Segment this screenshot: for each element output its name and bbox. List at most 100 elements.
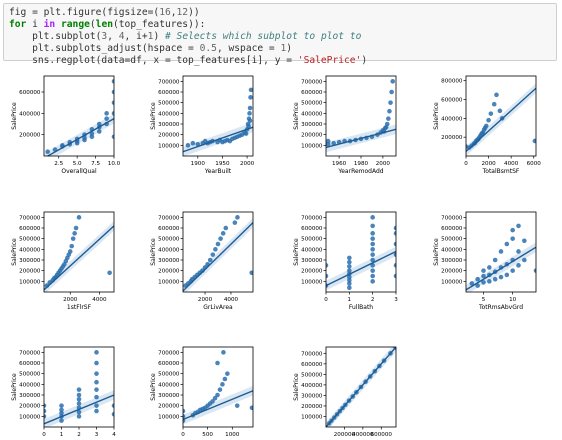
scatter-point	[76, 414, 82, 419]
scatter-point	[72, 231, 77, 236]
y-axis-label: SalePrice	[433, 102, 440, 130]
code-line: sns.regplot(data=df, x = top_features[i]…	[9, 55, 551, 67]
y-tick-label: 400000	[441, 247, 463, 253]
y-tick-label: 500000	[301, 372, 323, 378]
y-tick-label: 700000	[301, 79, 323, 85]
scatter-point	[235, 215, 240, 220]
scatter-point	[104, 116, 109, 121]
scatter-point	[183, 408, 186, 414]
y-tick-label: 500000	[158, 372, 180, 378]
scatter-point	[347, 264, 352, 269]
scatter-point	[331, 140, 336, 146]
code-token: , wspace =	[216, 43, 281, 54]
y-tick-label: 400000	[301, 383, 323, 389]
code-token: len	[95, 19, 113, 30]
x-tick-label: 1	[60, 432, 64, 438]
axes-frame	[465, 75, 537, 157]
x-tick-label: 400000	[352, 432, 374, 438]
x-tick-label: 2000	[481, 161, 496, 167]
scatter-point	[45, 149, 50, 155]
scatter-point	[386, 116, 391, 121]
scatter-point	[185, 143, 191, 148]
scatter-point	[111, 111, 114, 116]
scatter-point	[76, 387, 82, 392]
scatter-point	[347, 274, 352, 280]
x-tick-label: 4000	[92, 297, 107, 303]
x-axis-label: OverallQual	[61, 168, 97, 175]
y-tick-label: 300000	[19, 393, 41, 399]
axes-frame	[182, 75, 254, 157]
y-tick-label: 300000	[19, 258, 41, 264]
scatter-point	[94, 403, 99, 408]
scatter-point	[94, 387, 99, 392]
y-tick-label: 400000	[441, 116, 463, 122]
code-token: ,	[107, 31, 119, 42]
y-tick-label: 600000	[441, 226, 463, 232]
scatter-point	[111, 79, 114, 84]
code-token: )	[361, 55, 368, 66]
y-tick-label: 100000	[301, 414, 323, 420]
x-tick-label: 5.0	[73, 161, 82, 167]
scatter-point	[107, 270, 112, 276]
scatter-point	[94, 408, 99, 414]
y-tick-label: 200000	[441, 135, 463, 141]
x-tick-label: 2.5	[54, 161, 63, 167]
x-tick-label: 600000	[371, 432, 393, 438]
subplot: 100000 200000 300000 400000 500000 600000 7000…	[433, 211, 537, 311]
scatter-point	[486, 117, 491, 123]
x-tick-label: 4000	[504, 161, 519, 167]
code-token: ))	[188, 7, 200, 18]
scatter-point	[492, 257, 498, 263]
scatter-point	[393, 231, 396, 236]
scatter-point	[76, 401, 82, 406]
x-tick-label: 200000	[334, 432, 356, 438]
scatter-point	[487, 279, 492, 284]
scatter-point	[383, 124, 389, 130]
x-tick-label: 1980	[354, 161, 369, 167]
code-cell[interactable]: fig = plt.figure(figsize=(16,12)) for i i…	[3, 3, 557, 66]
scatter-point	[370, 241, 375, 247]
y-axis-label: SalePrice	[150, 102, 157, 130]
code-token: sns.regplot(data=df, x = top_features[i]…	[9, 55, 298, 66]
axes-frame	[43, 75, 115, 157]
regression-line	[326, 347, 396, 427]
y-tick-label: 600000	[301, 90, 323, 96]
scatter-point	[326, 138, 331, 144]
subplot: 100000 200000 300000 400000 500000 600000 7000…	[11, 346, 116, 438]
y-tick-label: 600000	[158, 226, 180, 232]
y-axis-label: SalePrice	[150, 238, 157, 266]
scatter-point	[510, 236, 515, 241]
x-tick-label: 2000	[240, 161, 255, 167]
y-tick-label: 300000	[158, 393, 180, 399]
scatter-point	[532, 138, 536, 144]
scatter-point	[59, 410, 64, 416]
scatter-point	[390, 79, 396, 84]
x-tick-label: 1960	[332, 161, 347, 167]
scatter-point	[232, 220, 238, 225]
y-tick-label: 100000	[19, 414, 41, 420]
y-tick-label: 600000	[301, 362, 323, 368]
scatter-point	[247, 105, 253, 111]
x-axis-label: GrLivArea	[203, 304, 233, 311]
code-token: plt.subplots_adjust(hspace =	[9, 43, 200, 54]
plot-area	[466, 83, 536, 156]
subplot: 100000 200000 300000 400000 500000 600000 7000…	[150, 75, 255, 175]
code-token: (	[89, 19, 96, 30]
y-tick-label: 500000	[19, 237, 41, 243]
code-token: i	[26, 19, 44, 30]
y-axis-label: SalePrice	[11, 102, 18, 130]
y-tick-label: 300000	[441, 258, 463, 264]
code-token: # Selects which subplot to plot to	[165, 31, 362, 42]
scatter-point	[510, 268, 515, 273]
y-tick-label: 200000	[301, 404, 323, 410]
scatter-point	[522, 238, 527, 244]
scatter-point	[370, 268, 375, 273]
code-token: plt.subplot(	[9, 31, 102, 42]
scatter-point	[96, 121, 102, 127]
code-token: )	[153, 31, 165, 42]
y-tick-label: 200000	[301, 269, 323, 275]
scatter-point	[247, 111, 252, 116]
scatter-point	[494, 92, 499, 98]
scatter-point	[215, 392, 220, 398]
